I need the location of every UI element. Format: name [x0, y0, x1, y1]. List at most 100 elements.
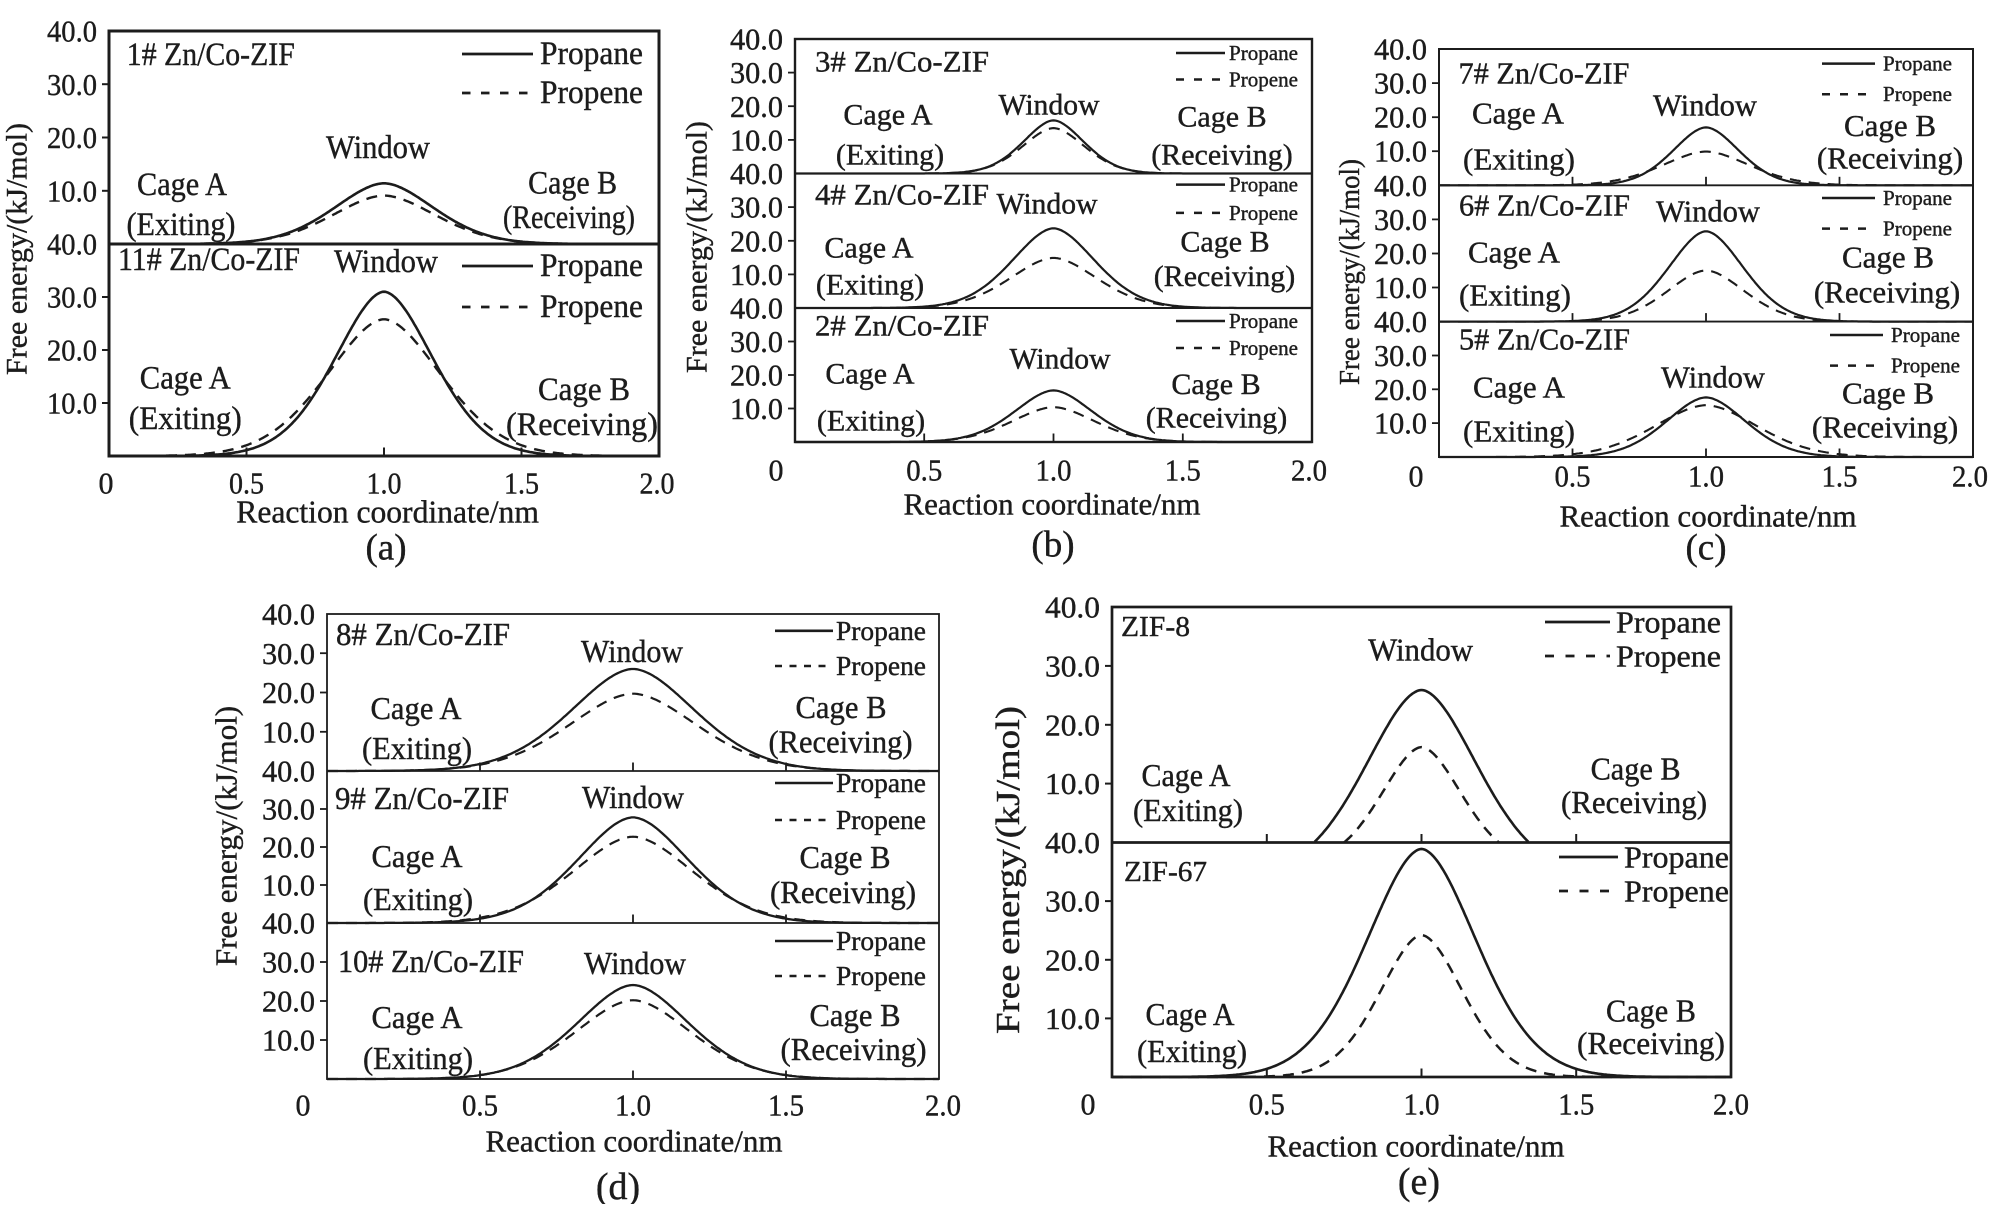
svg-text:1.5: 1.5	[1165, 453, 1201, 488]
svg-text:40.0: 40.0	[262, 906, 315, 941]
svg-text:Cage B: Cage B	[1842, 376, 1934, 411]
svg-text:Cage A: Cage A	[825, 358, 914, 391]
svg-text:(Receiving): (Receiving)	[1561, 784, 1707, 820]
svg-text:Window: Window	[1010, 343, 1111, 376]
svg-text:Cage B: Cage B	[1180, 226, 1269, 259]
svg-text:30.0: 30.0	[730, 55, 783, 90]
svg-text:Cage B: Cage B	[538, 372, 630, 408]
svg-text:Window: Window	[997, 188, 1098, 221]
svg-text:(Exiting): (Exiting)	[1137, 1033, 1247, 1069]
svg-text:Cage A: Cage A	[1146, 996, 1235, 1032]
svg-text:Propane: Propane	[540, 248, 643, 284]
svg-text:Window: Window	[326, 130, 430, 166]
svg-text:30.0: 30.0	[1374, 202, 1427, 237]
svg-text:1.5: 1.5	[504, 466, 539, 501]
svg-text:(a): (a)	[365, 528, 406, 569]
svg-text:Window: Window	[1661, 360, 1766, 395]
svg-text:20.0: 20.0	[730, 89, 783, 124]
svg-text:(b): (b)	[1031, 525, 1074, 566]
svg-text:Propane: Propane	[1229, 173, 1298, 197]
svg-text:10.0: 10.0	[1374, 270, 1427, 305]
svg-text:10.0: 10.0	[47, 386, 97, 421]
svg-text:10.0: 10.0	[1045, 1001, 1100, 1036]
svg-text:40.0: 40.0	[262, 754, 315, 789]
svg-text:Propane: Propane	[836, 768, 926, 798]
svg-text:Cage B: Cage B	[1591, 750, 1681, 786]
svg-text:10.0: 10.0	[1374, 134, 1427, 169]
svg-text:(Receiving): (Receiving)	[769, 724, 913, 760]
svg-text:(Exiting): (Exiting)	[129, 401, 242, 437]
svg-text:20.0: 20.0	[262, 675, 315, 710]
svg-text:1.5: 1.5	[768, 1088, 804, 1123]
svg-text:20.0: 20.0	[730, 358, 783, 393]
svg-text:7# Zn/Co-ZIF: 7# Zn/Co-ZIF	[1459, 56, 1630, 91]
svg-text:0.5: 0.5	[1555, 459, 1591, 494]
svg-text:30.0: 30.0	[1374, 338, 1427, 373]
svg-text:30.0: 30.0	[262, 636, 315, 671]
svg-text:Propane: Propane	[836, 926, 926, 956]
svg-text:2.0: 2.0	[925, 1088, 961, 1123]
svg-text:ZIF-8: ZIF-8	[1121, 611, 1190, 643]
svg-text:0.5: 0.5	[462, 1088, 498, 1123]
svg-text:Window: Window	[1368, 633, 1473, 668]
svg-text:40.0: 40.0	[1045, 825, 1100, 860]
svg-text:Window: Window	[334, 244, 438, 280]
svg-text:Propane: Propane	[1229, 41, 1298, 65]
svg-text:2.0: 2.0	[1952, 459, 1988, 494]
svg-text:2.0: 2.0	[1291, 453, 1327, 488]
svg-text:(Receiving): (Receiving)	[1154, 260, 1296, 293]
svg-text:Reaction coordinate/nm: Reaction coordinate/nm	[236, 495, 539, 530]
svg-text:30.0: 30.0	[730, 190, 783, 225]
svg-text:Cage A: Cage A	[843, 99, 932, 132]
svg-text:(Receiving): (Receiving)	[1812, 410, 1958, 445]
svg-text:Propane: Propane	[836, 616, 926, 646]
svg-text:10.0: 10.0	[262, 714, 315, 749]
svg-text:(Exiting): (Exiting)	[1463, 414, 1575, 449]
svg-text:30.0: 30.0	[1045, 648, 1100, 683]
svg-text:Propane: Propane	[1229, 309, 1298, 333]
svg-text:(Receiving): (Receiving)	[781, 1031, 927, 1067]
svg-text:Cage A: Cage A	[1473, 370, 1566, 405]
svg-text:Cage B: Cage B	[1842, 240, 1934, 275]
svg-text:(Receiving): (Receiving)	[1577, 1025, 1725, 1061]
svg-text:0: 0	[769, 453, 784, 488]
svg-text:1# Zn/Co-ZIF: 1# Zn/Co-ZIF	[127, 37, 295, 73]
svg-text:Cage A: Cage A	[1472, 96, 1565, 131]
svg-text:10.0: 10.0	[262, 868, 315, 903]
svg-text:Cage B: Cage B	[796, 689, 887, 725]
svg-text:(Receiving): (Receiving)	[1146, 402, 1288, 435]
svg-text:3# Zn/Co-ZIF: 3# Zn/Co-ZIF	[815, 46, 989, 79]
svg-text:Cage B: Cage B	[1844, 108, 1936, 143]
svg-text:20.0: 20.0	[47, 120, 97, 155]
svg-text:(Exiting): (Exiting)	[363, 881, 473, 917]
svg-text:Propane: Propane	[540, 36, 643, 72]
svg-text:2.0: 2.0	[640, 466, 675, 501]
svg-text:Window: Window	[999, 89, 1100, 122]
svg-text:0: 0	[1081, 1087, 1096, 1122]
svg-text:40.0: 40.0	[47, 14, 97, 49]
svg-text:20.0: 20.0	[1374, 236, 1427, 271]
svg-text:Cage B: Cage B	[1171, 368, 1260, 401]
svg-text:10.0: 10.0	[1045, 766, 1100, 801]
svg-text:1.0: 1.0	[367, 466, 402, 501]
svg-text:Propene: Propene	[1229, 201, 1298, 225]
svg-text:30.0: 30.0	[1045, 884, 1100, 919]
svg-text:11# Zn/Co-ZIF: 11# Zn/Co-ZIF	[118, 242, 300, 278]
svg-text:Propene: Propene	[1624, 874, 1729, 909]
svg-text:1.0: 1.0	[1036, 453, 1072, 488]
svg-text:10.0: 10.0	[730, 257, 783, 292]
svg-text:8# Zn/Co-ZIF: 8# Zn/Co-ZIF	[336, 616, 510, 652]
svg-text:Cage A: Cage A	[824, 232, 913, 265]
svg-text:40.0: 40.0	[1045, 590, 1100, 625]
svg-text:30.0: 30.0	[47, 67, 97, 102]
svg-text:(d): (d)	[596, 1166, 640, 1204]
svg-text:Propane: Propane	[1883, 186, 1952, 210]
svg-text:(Exiting): (Exiting)	[816, 269, 924, 302]
svg-text:20.0: 20.0	[1045, 707, 1100, 742]
svg-text:Cage A: Cage A	[137, 167, 227, 203]
svg-text:Propane: Propane	[1624, 840, 1729, 875]
svg-text:10.0: 10.0	[47, 173, 97, 208]
svg-text:Window: Window	[584, 945, 686, 981]
svg-text:(Receiving): (Receiving)	[770, 874, 916, 910]
svg-text:10.0: 10.0	[262, 1023, 315, 1058]
